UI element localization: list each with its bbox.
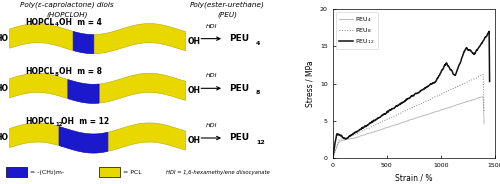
Y-axis label: Stress / MPa: Stress / MPa: [305, 60, 314, 107]
Text: 12: 12: [55, 122, 62, 127]
Text: HDI = 1,6-hexamethylene diisocyanate: HDI = 1,6-hexamethylene diisocyanate: [166, 169, 270, 175]
Polygon shape: [59, 126, 108, 153]
Text: (PEU): (PEU): [217, 12, 237, 18]
Bar: [99, 167, 120, 177]
Text: OH  m = 12: OH m = 12: [61, 117, 109, 126]
Text: PEU: PEU: [229, 134, 249, 142]
Text: HOPCL: HOPCL: [26, 18, 55, 26]
Text: OH: OH: [187, 136, 200, 145]
Text: = -(CH₂)m-: = -(CH₂)m-: [30, 169, 64, 175]
Text: 8: 8: [55, 72, 59, 77]
Polygon shape: [100, 73, 186, 103]
Text: OH: OH: [187, 37, 200, 46]
Text: OH  m = 8: OH m = 8: [59, 67, 102, 76]
Text: HOPCL: HOPCL: [26, 117, 55, 126]
Text: Poly(ester-urethane): Poly(ester-urethane): [190, 1, 264, 8]
Text: PEU: PEU: [229, 34, 249, 43]
Text: 8: 8: [256, 90, 260, 95]
Polygon shape: [10, 123, 58, 148]
Polygon shape: [68, 79, 99, 103]
Text: (HOPCLOH): (HOPCLOH): [46, 12, 88, 18]
Polygon shape: [10, 73, 68, 98]
Bar: [6, 167, 27, 177]
X-axis label: Strain / %: Strain / %: [395, 174, 432, 183]
Polygon shape: [108, 123, 186, 151]
Text: HDI: HDI: [206, 73, 217, 78]
Polygon shape: [94, 24, 186, 54]
Text: Poly(ε-caprolactone) diols: Poly(ε-caprolactone) diols: [20, 1, 114, 8]
Text: HOPCL: HOPCL: [26, 67, 55, 76]
Text: OH: OH: [187, 86, 200, 95]
Text: HO: HO: [0, 34, 8, 43]
Text: = PCL: = PCL: [123, 169, 142, 175]
Text: HDI: HDI: [206, 24, 217, 29]
Legend: PEU$_4$, PEU$_8$, PEU$_{12}$: PEU$_4$, PEU$_8$, PEU$_{12}$: [336, 12, 378, 49]
Polygon shape: [73, 31, 94, 54]
Text: HO: HO: [0, 84, 8, 93]
Polygon shape: [10, 24, 72, 50]
Text: 12: 12: [256, 140, 265, 145]
Text: HDI: HDI: [206, 123, 217, 128]
Text: 4: 4: [256, 41, 260, 46]
Text: 4: 4: [55, 22, 59, 27]
Text: HO: HO: [0, 134, 8, 142]
Text: PEU: PEU: [229, 84, 249, 93]
Text: OH  m = 4: OH m = 4: [59, 18, 102, 26]
